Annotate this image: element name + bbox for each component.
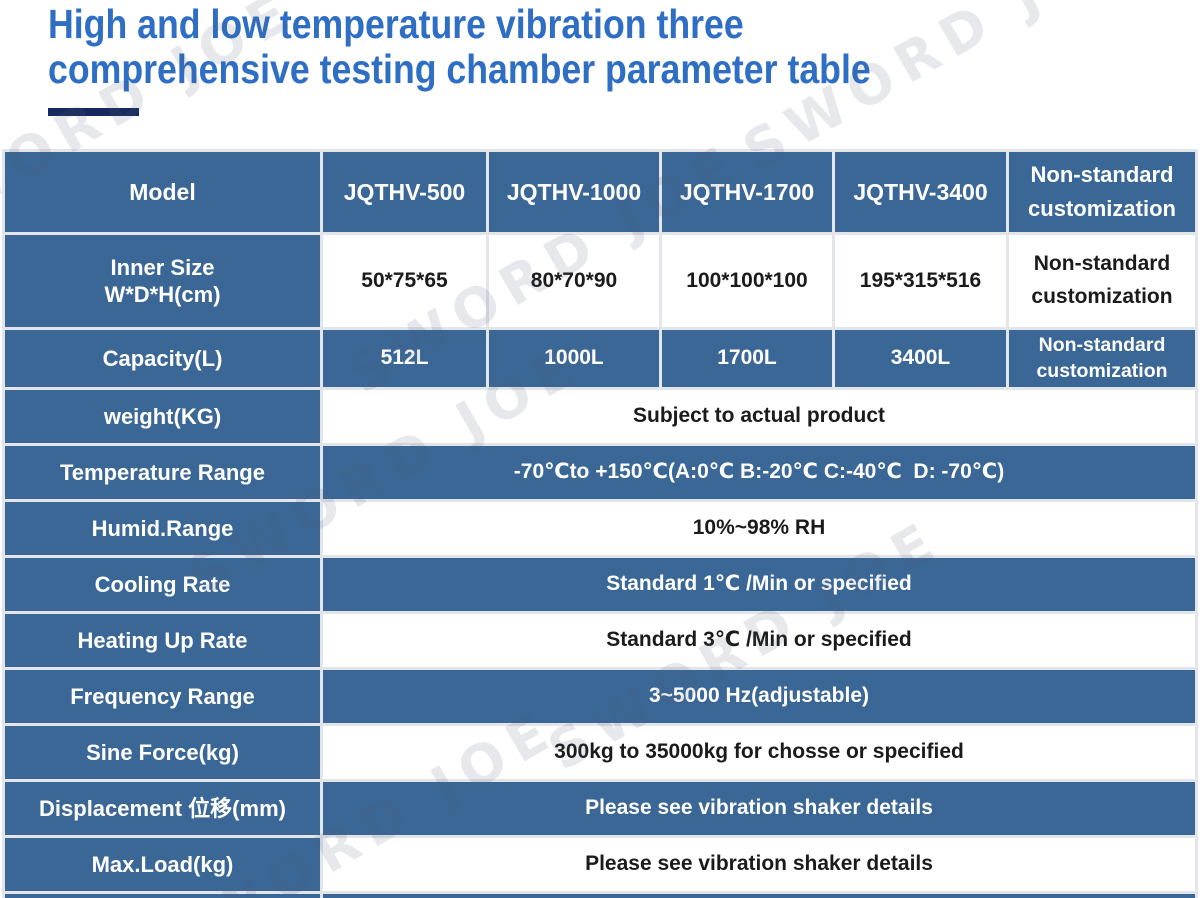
partial-row-label-cell [5,894,320,898]
header-cell-jqthv-500: JQTHV-500 [323,152,486,232]
header-cell-model: Model [5,152,320,232]
capacity-nonstandard: Non-standard customization [1009,330,1195,387]
row-label-cooling-rate: Cooling Rate [5,558,320,611]
page-title: High and low temperature vibration three… [48,2,871,92]
header-cell-jqthv-1000: JQTHV-1000 [489,152,659,232]
parameter-table: Model JQTHV-500 JQTHV-1000 JQTHV-1700 JQ… [2,149,1198,898]
row-value-displacement: Please see vibration shaker details [323,782,1195,835]
title-underline [48,108,139,116]
row-label-inner-size: Inner Size W*D*H(cm) [5,235,320,327]
page-title-line2: comprehensive testing chamber parameter … [48,46,871,92]
row-value-cooling-rate: Standard 1℃ /Min or specified [323,558,1195,611]
header-cell-jqthv-1700: JQTHV-1700 [662,152,832,232]
page-title-line1: High and low temperature vibration three [48,1,744,47]
row-label-humid-range: Humid.Range [5,502,320,555]
row-value-max-load: Please see vibration shaker details [323,838,1195,891]
row-label-sine-force: Sine Force(kg) [5,726,320,779]
row-label-max-load: Max.Load(kg) [5,838,320,891]
inner-size-jqthv-3400: 195*315*516 [835,235,1006,327]
inner-size-nonstandard: Non-standard customization [1009,235,1195,327]
row-label-temperature-range: Temperature Range [5,446,320,499]
row-value-temperature-range: -70℃to +150℃(A:0℃ B:-20℃ C:-40℃ D: -70℃) [323,446,1195,499]
header-cell-nonstandard: Non-standard customization [1009,152,1195,232]
row-value-sine-force: 300kg to 35000kg for chosse or specified [323,726,1195,779]
header-cell-jqthv-3400: JQTHV-3400 [835,152,1006,232]
row-value-heating-up-rate: Standard 3℃ /Min or specified [323,614,1195,667]
row-value-humid-range: 10%~98% RH [323,502,1195,555]
row-label-displacement: Displacement 位移(mm) [5,782,320,835]
inner-size-jqthv-1700: 100*100*100 [662,235,832,327]
capacity-jqthv-3400: 3400L [835,330,1006,387]
inner-size-jqthv-500: 50*75*65 [323,235,486,327]
capacity-jqthv-1000: 1000L [489,330,659,387]
row-value-frequency-range: 3~5000 Hz(adjustable) [323,670,1195,723]
row-label-weight: weight(KG) [5,390,320,443]
row-label-heating-up-rate: Heating Up Rate [5,614,320,667]
row-value-weight: Subject to actual product [323,390,1195,443]
inner-size-jqthv-1000: 80*70*90 [489,235,659,327]
row-label-capacity: Capacity(L) [5,330,320,387]
row-label-frequency-range: Frequency Range [5,670,320,723]
capacity-jqthv-1700: 1700L [662,330,832,387]
capacity-jqthv-500: 512L [323,330,486,387]
partial-row-value-cell [323,894,1195,898]
